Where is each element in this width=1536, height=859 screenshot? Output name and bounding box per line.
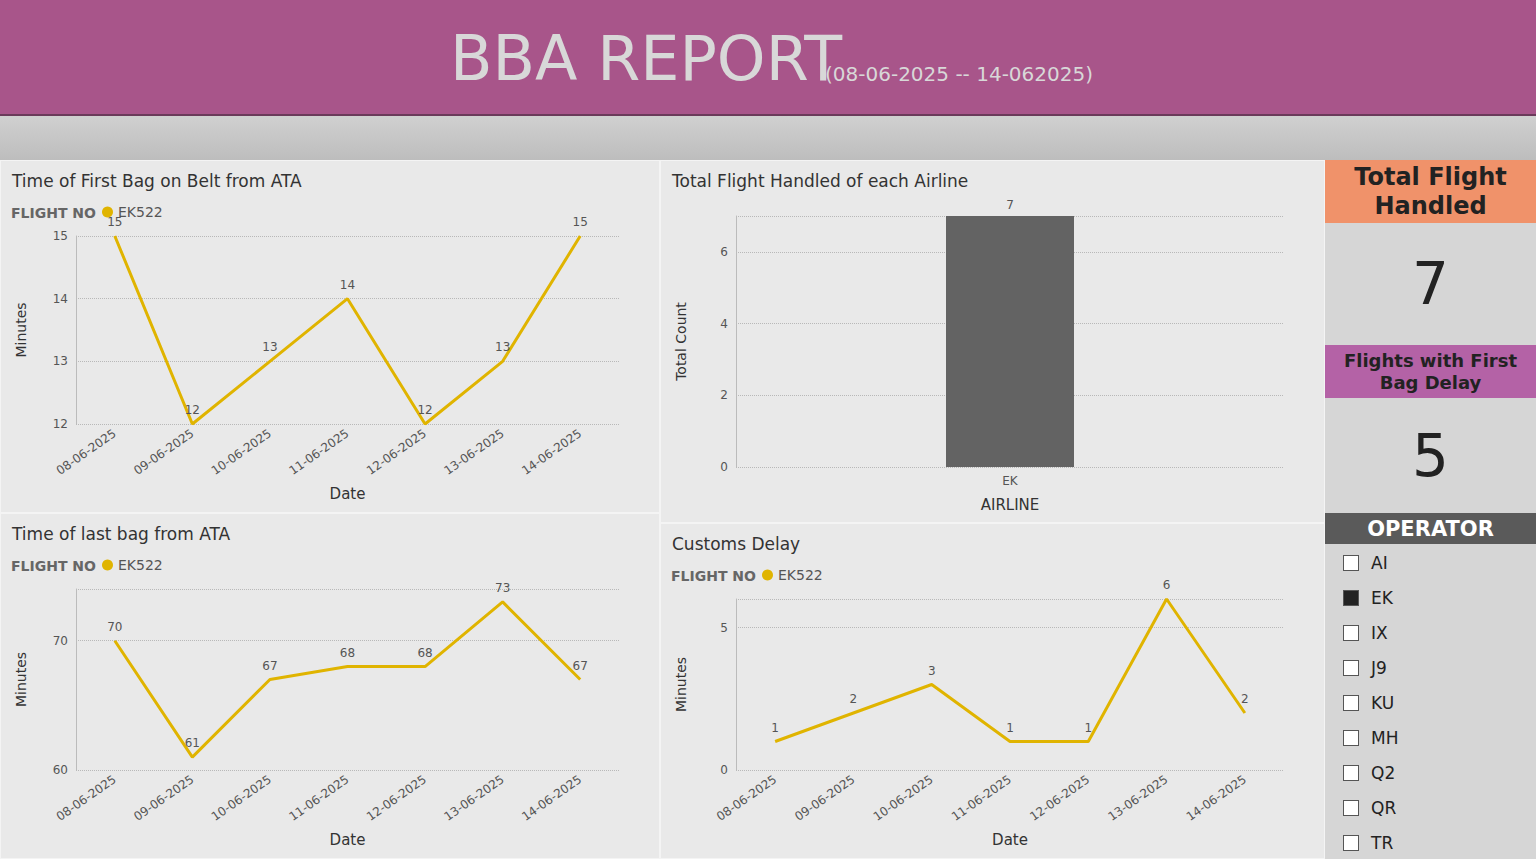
svg-text:14-06-2025: 14-06-2025	[1184, 772, 1249, 823]
svg-text:12: 12	[53, 417, 68, 431]
svg-text:Customs Delay: Customs Delay	[672, 534, 800, 554]
svg-text:1: 1	[771, 721, 779, 735]
svg-text:67: 67	[262, 659, 277, 673]
svg-text:Total Flight Handled of each A: Total Flight Handled of each Airline	[671, 171, 968, 191]
svg-text:15: 15	[53, 229, 68, 243]
svg-text:Time of last bag from ATA: Time of last bag from ATA	[11, 524, 231, 544]
svg-text:12-06-2025: 12-06-2025	[1027, 772, 1092, 823]
svg-text:60: 60	[53, 763, 68, 777]
svg-text:15: 15	[107, 215, 123, 229]
svg-text:10-06-2025: 10-06-2025	[871, 772, 936, 823]
html-text:5: 5	[1412, 421, 1449, 490]
html-text:Q2: Q2	[1371, 763, 1396, 783]
svg-text:09-06-2025: 09-06-2025	[131, 426, 196, 477]
svg-text:13: 13	[53, 354, 68, 368]
svg-text:13-06-2025: 13-06-2025	[442, 772, 507, 823]
svg-text:5: 5	[720, 621, 728, 635]
svg-text:15: 15	[573, 215, 588, 229]
html-text:Total Flight Handled: Total Flight Handled	[1354, 162, 1507, 220]
svg-text:10-06-2025: 10-06-2025	[209, 772, 274, 823]
svg-text:FLIGHT NO: FLIGHT NO	[11, 205, 96, 221]
html-text:OPERATOR: OPERATOR	[1367, 516, 1494, 541]
svg-text:1: 1	[1006, 721, 1014, 735]
svg-text:Total Count: Total Count	[673, 302, 689, 382]
svg-text:EK: EK	[1002, 474, 1019, 488]
svg-text:12-06-2025: 12-06-2025	[364, 772, 429, 823]
svg-text:70: 70	[53, 634, 68, 648]
svg-text:4: 4	[720, 317, 728, 331]
svg-text:3: 3	[928, 664, 936, 678]
svg-text:68: 68	[417, 646, 432, 660]
svg-text:61: 61	[185, 736, 200, 750]
svg-text:0: 0	[720, 763, 728, 777]
svg-text:Minutes: Minutes	[13, 302, 29, 357]
svg-text:EK522: EK522	[118, 557, 163, 573]
svg-text:13-06-2025: 13-06-2025	[442, 426, 507, 477]
svg-text:09-06-2025: 09-06-2025	[792, 772, 857, 823]
svg-text:08-06-2025: 08-06-2025	[54, 426, 119, 477]
svg-text:10-06-2025: 10-06-2025	[209, 426, 274, 477]
svg-text:6: 6	[1163, 578, 1171, 592]
svg-text:FLIGHT NO: FLIGHT NO	[671, 568, 756, 584]
html-text:EK: EK	[1371, 588, 1393, 608]
svg-text:13: 13	[495, 340, 510, 354]
svg-text:Date: Date	[330, 485, 366, 503]
svg-text:FLIGHT NO: FLIGHT NO	[11, 558, 96, 574]
html-text:Flights with First Bag Delay: Flights with First Bag Delay	[1344, 349, 1517, 393]
svg-text:68: 68	[340, 646, 355, 660]
html-text:AI: AI	[1371, 553, 1388, 573]
svg-text:14-06-2025: 14-06-2025	[519, 772, 584, 823]
svg-text:14: 14	[53, 292, 68, 306]
svg-text:08-06-2025: 08-06-2025	[54, 772, 119, 823]
svg-text:2: 2	[720, 388, 728, 402]
svg-text:Date: Date	[992, 831, 1028, 849]
svg-text:6: 6	[720, 245, 728, 259]
svg-text:Minutes: Minutes	[13, 652, 29, 707]
svg-text:EK522: EK522	[778, 567, 823, 583]
svg-text:73: 73	[495, 581, 510, 595]
html-text:MH: MH	[1371, 728, 1399, 748]
svg-text:EK522: EK522	[118, 204, 163, 220]
svg-text:12: 12	[417, 403, 432, 417]
svg-text:Time of First Bag on Belt from: Time of First Bag on Belt from ATA	[11, 171, 302, 191]
svg-text:1: 1	[1084, 721, 1092, 735]
html-text:J9: J9	[1371, 658, 1387, 678]
html-text:(08-06-2025 -- 14-062025): (08-06-2025 -- 14-062025)	[825, 62, 1093, 86]
html-text:7: 7	[1412, 250, 1449, 318]
svg-text:2: 2	[850, 692, 858, 706]
svg-text:08-06-2025: 08-06-2025	[714, 772, 779, 823]
svg-text:67: 67	[573, 659, 588, 673]
html-text:BBA REPORT: BBA REPORT	[450, 22, 843, 95]
svg-text:7: 7	[1006, 198, 1014, 212]
svg-text:14-06-2025: 14-06-2025	[519, 426, 584, 477]
svg-text:0: 0	[720, 460, 728, 474]
svg-text:09-06-2025: 09-06-2025	[131, 772, 196, 823]
svg-text:2: 2	[1241, 692, 1249, 706]
html-text:KU: KU	[1371, 693, 1395, 713]
svg-text:11-06-2025: 11-06-2025	[949, 772, 1014, 823]
svg-text:13: 13	[262, 340, 277, 354]
svg-text:13-06-2025: 13-06-2025	[1105, 772, 1170, 823]
svg-text:Minutes: Minutes	[673, 657, 689, 712]
svg-text:11-06-2025: 11-06-2025	[286, 426, 351, 477]
html-text:IX: IX	[1371, 623, 1388, 643]
svg-text:Date: Date	[330, 831, 366, 849]
html-text:TR: TR	[1371, 833, 1394, 853]
svg-text:12-06-2025: 12-06-2025	[364, 426, 429, 477]
svg-text:70: 70	[107, 620, 122, 634]
svg-text:11-06-2025: 11-06-2025	[286, 772, 351, 823]
svg-text:AIRLINE: AIRLINE	[981, 496, 1040, 514]
svg-text:12: 12	[185, 403, 200, 417]
svg-text:14: 14	[340, 278, 355, 292]
html-text:QR: QR	[1371, 798, 1397, 818]
